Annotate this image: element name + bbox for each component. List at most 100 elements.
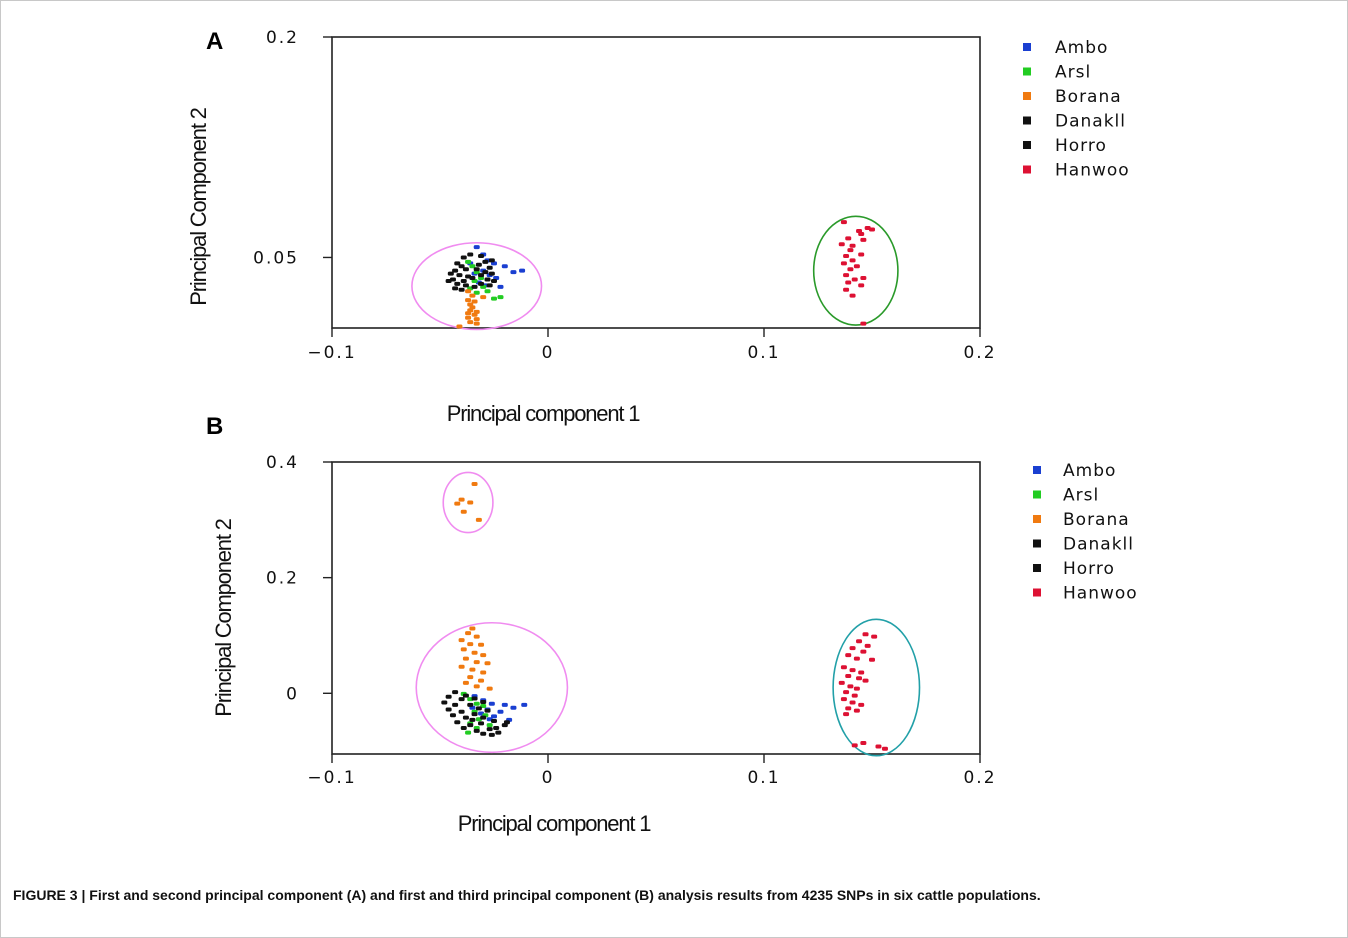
panel-b-point-hanwoo — [856, 676, 863, 681]
panel-a-point-horro — [482, 270, 489, 275]
panel-b-point-danakll — [473, 728, 480, 733]
panel-a-label: A — [206, 28, 223, 55]
panel-b-point-borana — [462, 680, 469, 685]
panel-b-x-axis-title: Principal component 1 — [458, 811, 651, 836]
panel-b-point-borana — [458, 497, 465, 502]
panel-b-point-hanwoo — [864, 643, 871, 648]
panel-b-point-hanwoo — [853, 686, 860, 691]
panel-a-point-borana — [473, 321, 480, 326]
panel-a-point-horro — [473, 267, 480, 272]
panel-b-point-borana — [465, 631, 472, 636]
panel-a-point-hanwoo — [853, 264, 860, 269]
panel-a-point-arsl — [469, 264, 476, 269]
panel-b-point-borana — [473, 634, 480, 639]
panel-a-point-horro — [482, 259, 489, 264]
panel-b-legend-label-arsl: Arsl — [1063, 486, 1099, 506]
panel-a-x-tick-label: 0.2 — [963, 343, 996, 363]
panel-a-point-danakll — [452, 286, 459, 291]
panel-b-legend-swatch-ambo — [1033, 466, 1041, 474]
panel-b-point-borana — [467, 642, 474, 647]
panel-a-point-hanwoo — [845, 280, 852, 285]
panel-a-point-hanwoo — [858, 283, 865, 288]
panel-a-legend-label-danakll: Danakll — [1055, 112, 1126, 132]
panel-b-point-borana — [471, 650, 478, 655]
panel-a-chart: A −0.1 0 0.1 0.2 0.2 0.05 Principal component 1… — [186, 28, 1129, 426]
panel-b-point-borana — [460, 647, 467, 652]
panel-b-point-borana — [480, 670, 487, 675]
panel-b-point-hanwoo — [845, 673, 852, 678]
panel-b-point-arsl — [473, 701, 480, 706]
panel-a-point-hanwoo — [849, 293, 856, 298]
panel-a-point-hanwoo — [840, 261, 847, 266]
panel-b-point-hanwoo — [858, 702, 865, 707]
panel-a-point-horro — [478, 273, 485, 278]
panel-a-point-borana — [469, 293, 476, 298]
panel-b-legend-label-borana: Borana — [1063, 510, 1130, 530]
panel-a-legend-swatch-ambo — [1023, 43, 1031, 51]
panel-a-legend-label-arsl: Arsl — [1055, 63, 1091, 83]
panel-a-point-danakll — [467, 252, 474, 257]
panel-b-point-danakll — [452, 702, 459, 707]
panel-a-point-horro — [478, 253, 485, 258]
figure-plots: A −0.1 0 0.1 0.2 0.2 0.05 Principal component 1… — [186, 28, 1137, 836]
panel-a-legend-swatch-horro — [1023, 141, 1031, 149]
panel-b-point-ambo — [521, 702, 528, 707]
panel-a-point-ambo — [497, 284, 504, 289]
panel-b-point-horro — [491, 719, 497, 724]
panel-b-point-danakll — [458, 709, 465, 714]
panel-b-point-hanwoo — [862, 678, 869, 683]
panel-b-y-tick-label: 0.2 — [266, 569, 299, 589]
panel-a-point-horro — [486, 265, 493, 270]
panel-b-legend-label-danakll: Danakll — [1063, 535, 1134, 555]
panel-a-point-borana — [465, 289, 472, 294]
panel-a-point-hanwoo — [851, 277, 858, 282]
panel-b-point-hanwoo — [845, 653, 852, 658]
panel-a-point-horro — [445, 278, 452, 283]
panel-a-point-hanwoo — [860, 276, 867, 281]
panel-a-point-arsl — [497, 295, 504, 300]
panel-b-legend-swatch-horro — [1033, 564, 1041, 572]
panel-a-point-danakll — [456, 273, 463, 278]
panel-a-point-danakll — [458, 287, 465, 292]
panel-a-point-arsl — [484, 289, 491, 294]
panel-a-point-hanwoo — [869, 227, 875, 232]
panel-a-point-horro — [447, 271, 454, 276]
panel-b-point-danakll — [441, 700, 448, 705]
panel-b-point-borana — [478, 642, 485, 647]
panel-b-point-borana — [484, 661, 491, 666]
panel-a-point-hanwoo — [843, 273, 850, 278]
panel-a-point-hanwoo — [845, 236, 852, 241]
panel-b-point-danakll — [449, 713, 456, 718]
panel-b-point-danakll — [445, 694, 452, 699]
panel-b-point-borana — [486, 686, 493, 691]
panel-b-point-hanwoo — [875, 744, 882, 749]
panel-a-point-hanwoo — [860, 237, 867, 242]
panel-b-x-tick-label: 0 — [542, 768, 555, 788]
panel-b-point-borana — [473, 660, 480, 665]
panel-b-legend-label-ambo: Ambo — [1063, 461, 1116, 481]
panel-b-point-hanwoo — [840, 697, 847, 702]
panel-b-chart: B −0.1 0 0.1 0.2 0.4 0.2 0 Principal component 1… — [206, 413, 1137, 836]
panel-a-point-borana — [467, 320, 474, 325]
panel-a-point-danakll — [458, 264, 465, 269]
panel-b-point-hanwoo — [856, 639, 863, 644]
panel-b-point-ambo — [497, 709, 504, 714]
panel-b-point-hanwoo — [851, 743, 858, 748]
panel-a-point-horro — [484, 277, 491, 282]
panel-a-data-layer — [411, 215, 899, 331]
panel-b-point-horro — [467, 702, 474, 707]
panel-b-point-ambo — [488, 701, 495, 706]
panel-b-point-borana — [469, 667, 476, 672]
panel-a-point-danakll — [454, 261, 461, 266]
panel-b-cluster-ellipse — [832, 618, 921, 757]
panel-b-point-horro — [469, 717, 476, 722]
panel-b-point-hanwoo — [840, 665, 847, 670]
panel-b-y-axis-title: Principal Component 2 — [211, 518, 236, 716]
panel-b-point-borana — [467, 675, 474, 680]
panel-a-legend-swatch-hanwoo — [1023, 165, 1031, 174]
panel-b-point-hanwoo — [838, 680, 845, 685]
panel-a-point-ambo — [473, 245, 480, 250]
panel-a-point-borana — [480, 295, 487, 300]
panel-b-point-borana — [471, 481, 478, 486]
